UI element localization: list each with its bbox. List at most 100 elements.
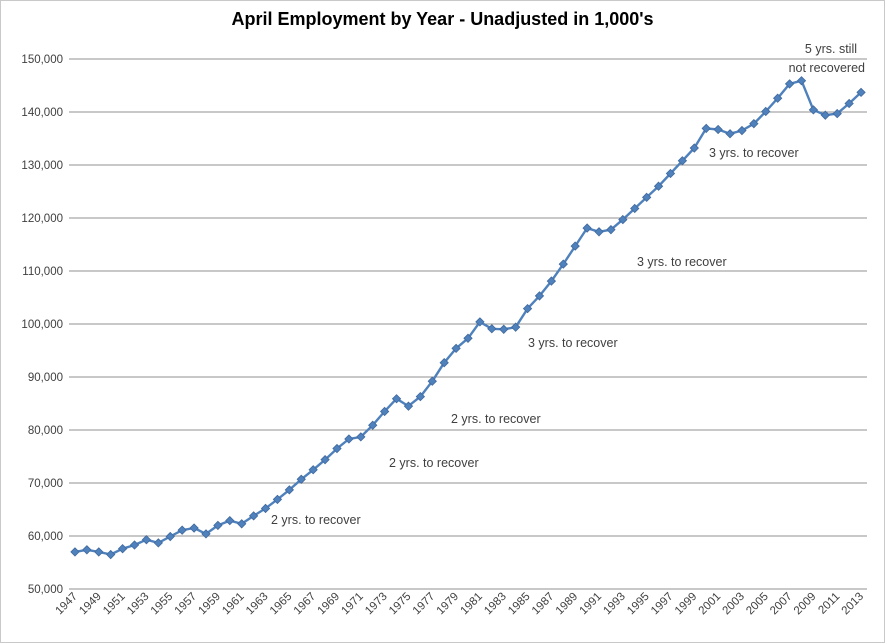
x-tick-label: 1963 [244, 591, 271, 618]
data-point-marker [213, 520, 223, 531]
x-tick-label: 1973 [363, 591, 390, 618]
data-point-marker [368, 420, 378, 430]
x-tick-label: 1993 [601, 591, 628, 618]
data-point-marker [832, 108, 842, 119]
data-point-marker [653, 181, 664, 191]
data-point-marker [106, 549, 116, 560]
x-tick-label: 2003 [720, 591, 747, 618]
data-point-marker [499, 324, 509, 334]
x-tick-label: 1955 [149, 591, 176, 618]
data-point-marker [272, 494, 283, 505]
data-point-marker [344, 434, 354, 444]
data-point-marker [582, 223, 592, 233]
x-tick-label: 2005 [744, 591, 771, 618]
chart-title: April Employment by Year - Unadjusted in… [231, 9, 654, 29]
data-point-marker [82, 545, 92, 555]
y-tick-label: 130,000 [21, 160, 63, 172]
data-point-marker [856, 87, 866, 98]
x-tick-label: 2007 [768, 591, 795, 618]
data-point-marker [153, 538, 163, 548]
x-tick-label: 1969 [316, 591, 343, 618]
x-tick-label: 1967 [292, 591, 319, 618]
y-tick-label: 50,000 [28, 584, 63, 596]
data-point-marker [546, 276, 557, 286]
data-point-marker [391, 394, 402, 404]
x-tick-label: 1983 [482, 591, 509, 618]
x-tick-label: 1987 [530, 591, 557, 618]
data-point-marker [451, 343, 461, 354]
data-point-marker [117, 544, 128, 554]
annotations: 2 yrs. to recover 2 yrs. to recover 2 yrs.… [271, 42, 865, 527]
data-point-marker [356, 432, 366, 442]
annotation-label: not recovered [789, 61, 865, 75]
annotation-label: 3 yrs. to recover [528, 336, 618, 350]
data-point-marker [320, 455, 330, 465]
data-point-marker [641, 192, 652, 202]
data-point-marker [618, 214, 628, 225]
data-point-marker [570, 241, 580, 251]
data-point-marker [94, 547, 104, 557]
data-point-marker [784, 79, 795, 89]
data-point-marker [534, 291, 545, 301]
data-point-marker [284, 485, 295, 495]
data-point-marker [177, 525, 187, 535]
annotation-label: 5 yrs. still [805, 42, 857, 56]
data-point-marker [725, 129, 735, 139]
data-point-marker [677, 156, 688, 166]
data-point-marker [737, 125, 747, 136]
x-tick-label: 1949 [77, 591, 104, 618]
data-point-marker [749, 118, 759, 129]
x-tick-label: 2009 [792, 591, 819, 618]
x-tick-label: 1979 [435, 591, 462, 618]
data-point-marker [594, 227, 604, 237]
x-axis-labels: 1947194919511953195519571959196119631965… [53, 591, 866, 618]
data-point-marker [844, 98, 854, 109]
annotation-label: 2 yrs. to recover [271, 513, 361, 527]
data-point-marker [165, 531, 175, 542]
data-point-marker [403, 401, 414, 411]
y-tick-label: 150,000 [21, 54, 63, 66]
data-point-marker [189, 523, 199, 533]
data-point-marker [201, 529, 211, 539]
y-tick-label: 60,000 [28, 531, 63, 543]
data-point-marker [630, 203, 640, 214]
x-tick-label: 1975 [387, 591, 414, 618]
annotation-label: 3 yrs. to recover [637, 255, 727, 269]
data-point-marker [808, 105, 819, 115]
data-point-marker [701, 123, 711, 134]
x-tick-label: 1959 [196, 591, 223, 618]
x-tick-label: 1971 [339, 591, 366, 618]
x-tick-label: 1991 [578, 591, 605, 618]
x-tick-label: 1957 [173, 591, 200, 618]
y-tick-label: 110,000 [22, 266, 63, 278]
y-axis-labels: 150,000 140,000 130,000 120,000 110,000 100,0… [21, 54, 63, 596]
data-point-marker [427, 376, 437, 386]
x-tick-label: 1985 [506, 591, 533, 618]
x-tick-label: 1999 [673, 591, 700, 618]
x-tick-label: 2013 [840, 591, 867, 618]
y-tick-label: 70,000 [28, 478, 63, 490]
data-point-marker [70, 547, 80, 557]
data-point-marker [237, 519, 247, 529]
data-point-marker [439, 358, 449, 368]
x-tick-label: 2001 [697, 591, 724, 618]
x-tick-label: 1977 [411, 591, 438, 618]
data-point-marker [475, 317, 485, 327]
x-tick-label: 1965 [268, 591, 295, 618]
data-point-marker [308, 465, 318, 475]
data-point-marker [379, 406, 390, 417]
data-point-marker [487, 324, 497, 334]
y-tick-label: 90,000 [28, 372, 63, 384]
x-tick-label: 1951 [101, 591, 128, 618]
data-point-marker [415, 391, 426, 402]
data-point-marker [296, 474, 306, 484]
x-tick-label: 1997 [649, 591, 676, 618]
gridlines [69, 58, 867, 590]
y-tick-label: 80,000 [28, 425, 63, 437]
data-point-marker [332, 443, 342, 454]
data-point-marker [141, 535, 152, 545]
data-point-marker [820, 110, 830, 120]
y-tick-label: 120,000 [21, 213, 63, 225]
data-point-marker [606, 224, 616, 235]
